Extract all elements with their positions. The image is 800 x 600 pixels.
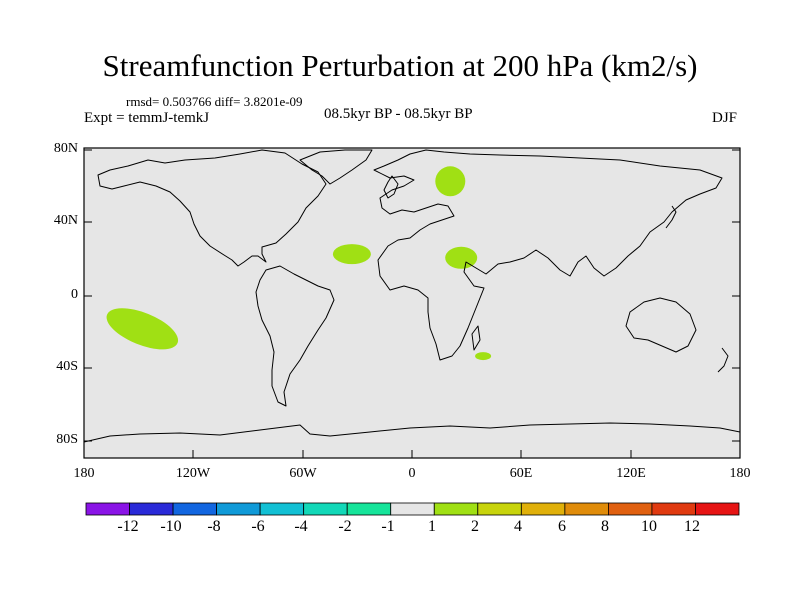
colorbar-box (520, 502, 566, 516)
lon-label-120w: 120W (175, 466, 211, 481)
anomaly-south-atlantic-negative (328, 312, 397, 360)
new-zealand-coast (717, 347, 729, 373)
lon-label-60e: 60E (509, 466, 533, 481)
colorbar-box (172, 502, 218, 516)
colorbar-label: 8 (601, 518, 609, 535)
lat-label-80n: 80N (53, 141, 78, 156)
colorbar-box (390, 502, 435, 516)
anomaly-layer (103, 166, 492, 361)
colorbar-label: -12 (117, 518, 139, 535)
south-america-coast (255, 265, 335, 407)
colorbar-box (433, 502, 479, 516)
colorbar-box (346, 502, 392, 516)
greenland-coast (299, 149, 373, 185)
lon-label-60w: 60W (289, 466, 317, 481)
colorbar-box (695, 502, 740, 516)
period-label: 08.5kyr BP - 08.5kyr BP (324, 106, 473, 122)
colorbar-label: -8 (207, 518, 221, 535)
colorbar-boxes (85, 502, 740, 516)
continent-outlines (83, 149, 741, 443)
colorbar-label: 6 (558, 518, 566, 535)
anomaly-north-africa-positive (445, 246, 478, 269)
colorbar-label: 10 (641, 518, 657, 535)
anomaly-madagascar-positive (475, 352, 492, 361)
colorbar-box (85, 502, 130, 516)
colorbar-box (651, 502, 696, 516)
colorbar-label: -10 (160, 518, 182, 535)
plot-title: Streamfunction Perturbation at 200 hPa (… (102, 48, 698, 83)
anomaly-atlantic-positive (332, 244, 371, 265)
anomaly-south-pacific-positive (106, 308, 179, 350)
lat-label-40n: 40N (53, 213, 78, 228)
lat-label-40s: 40S (56, 359, 78, 374)
lat-label-eq: 0 (71, 287, 78, 302)
colorbar-label: -6 (251, 518, 265, 535)
rmsd-diff-stats: rmsd= 0.503766 diff= 3.8201e-09 (126, 94, 303, 109)
lon-label-180e: 180 (729, 466, 751, 481)
japan-coast (665, 205, 677, 229)
british-isles-coast (383, 175, 399, 199)
colorbar-label: -4 (294, 518, 308, 535)
map-background (84, 148, 740, 458)
anomaly-north-pacific-negative (103, 235, 200, 277)
colorbar-box (259, 502, 305, 516)
colorbar-label: -2 (338, 518, 352, 535)
north-america-coast (97, 149, 327, 267)
colorbar-label: 2 (471, 518, 479, 535)
lon-label-180w: 180 (73, 466, 95, 481)
colorbar-label: 4 (514, 518, 522, 535)
anomaly-scandinavia-positive (435, 166, 466, 197)
australia-coast (625, 297, 697, 353)
madagascar-coast (471, 325, 481, 351)
colorbar-box (216, 502, 261, 516)
colorbar-box (129, 502, 174, 516)
eurasia-africa-coast (373, 149, 723, 361)
colorbar-label: 12 (684, 518, 700, 535)
colorbar-label: 1 (428, 518, 436, 535)
colorbar-box (477, 502, 522, 516)
colorbar-box (608, 502, 653, 516)
anomaly-north-atlantic-negative (332, 206, 375, 223)
season-label: DJF (712, 110, 738, 126)
lat-label-80s: 80S (56, 432, 78, 447)
colorbar-box (303, 502, 348, 516)
colorbar-label: -1 (381, 518, 395, 535)
plot-frame (83, 147, 741, 459)
experiment-label: Expt = temmJ-temkJ (84, 110, 210, 126)
lon-label-120e: 120E (616, 466, 646, 481)
antarctica-coast (83, 422, 741, 443)
lon-label-0: 0 (408, 466, 416, 481)
colorbar-box (564, 502, 609, 516)
anomaly-gulf-of-alaska-negative (105, 222, 136, 231)
